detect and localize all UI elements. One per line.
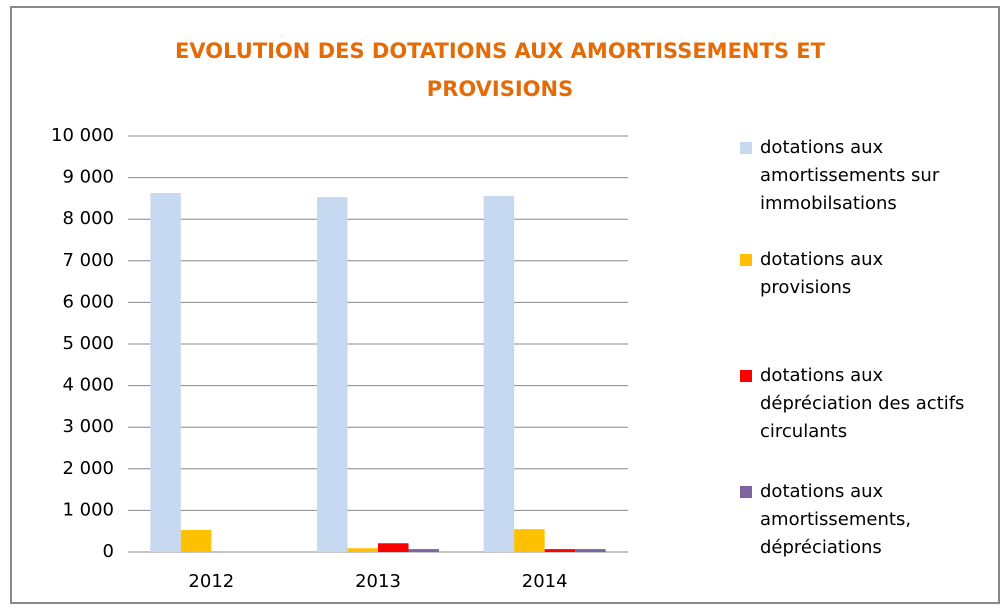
legend-label: dotations aux provisions xyxy=(760,249,884,298)
legend-item: dotations aux dépréciation des actifs ci… xyxy=(740,362,970,446)
bar xyxy=(150,192,181,552)
x-tick-label: 2013 xyxy=(355,571,401,592)
legend-item: dotations aux amortissements sur immobil… xyxy=(740,134,970,218)
bar xyxy=(483,195,515,553)
y-tick-label: 10 000 xyxy=(51,125,114,146)
bar xyxy=(378,543,409,552)
bar xyxy=(180,529,212,552)
legend-label: dotations aux amortissements sur immobil… xyxy=(760,137,940,214)
y-tick-label: 0 xyxy=(103,541,114,562)
legend-swatch xyxy=(740,254,752,266)
bar xyxy=(575,549,606,552)
x-tick-label: 2014 xyxy=(522,571,568,592)
y-tick-label: 5 000 xyxy=(62,333,114,354)
legend-swatch xyxy=(740,486,752,498)
chart-title: EVOLUTION DES DOTATIONS AUX AMORTISSEMEN… xyxy=(175,39,825,101)
bar xyxy=(514,529,545,552)
y-tick-label: 3 000 xyxy=(62,416,114,437)
y-tick-label: 2 000 xyxy=(62,458,114,479)
x-tick-label: 2012 xyxy=(188,571,234,592)
legend-swatch xyxy=(740,142,752,154)
bar xyxy=(317,197,348,553)
y-tick-label: 1 000 xyxy=(62,499,114,520)
y-tick-label: 7 000 xyxy=(62,250,114,271)
y-tick-label: 9 000 xyxy=(62,167,114,188)
legend-swatch xyxy=(740,370,752,382)
y-tick-label: 8 000 xyxy=(62,208,114,229)
legend-label: dotations aux dépréciation des actifs ci… xyxy=(760,365,965,442)
legend-item: dotations aux provisions xyxy=(740,246,970,302)
bar xyxy=(544,549,576,552)
legend-item: dotations aux amortissements, dépréciati… xyxy=(740,478,970,562)
legend-label: dotations aux amortissements, dépréciati… xyxy=(760,481,912,558)
y-tick-label: 4 000 xyxy=(62,375,114,396)
bar xyxy=(408,549,439,552)
bar xyxy=(347,548,378,552)
y-tick-label: 6 000 xyxy=(62,291,114,312)
frame xyxy=(10,6,1000,604)
